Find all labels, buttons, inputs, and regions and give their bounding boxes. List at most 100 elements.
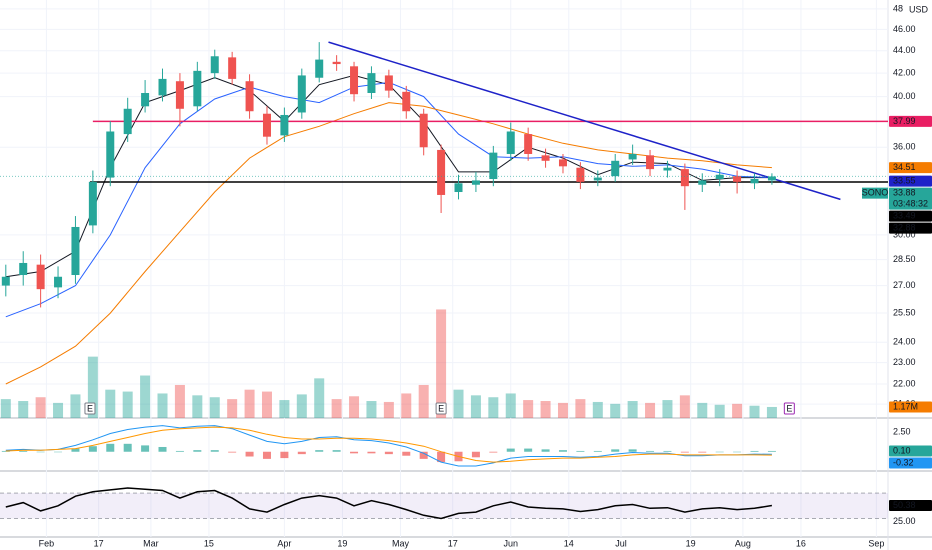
- volume-bar: [453, 389, 464, 418]
- y-tick-label: 25.50: [893, 307, 916, 317]
- volume-label: 1.17M: [893, 401, 918, 411]
- volume-bar: [0, 399, 11, 418]
- volume-bar: [523, 400, 534, 418]
- last-price-label: 33.88: [893, 188, 916, 198]
- x-tick-label: Sep: [868, 538, 884, 548]
- rsi-label: 50.38: [893, 500, 916, 510]
- histogram-bar: [158, 446, 167, 452]
- x-tick-label: Feb: [39, 538, 55, 548]
- histogram-bar: [524, 448, 533, 452]
- candle-body: [193, 70, 202, 107]
- histogram-bar: [419, 451, 428, 459]
- volume-bar: [349, 396, 360, 418]
- volume-bar: [679, 395, 690, 418]
- volume-bar: [436, 309, 447, 418]
- histogram-bar: [210, 450, 219, 452]
- x-tick-label: Jul: [615, 538, 627, 548]
- y-tick-label: 28.50: [893, 254, 916, 264]
- y-tick-label: 25.00: [893, 516, 916, 526]
- histogram-bar: [733, 451, 742, 453]
- candle-body: [19, 262, 28, 276]
- histogram-bar: [541, 449, 550, 452]
- candle-body: [175, 81, 184, 109]
- histogram-bar: [332, 450, 341, 452]
- volume-bar: [122, 391, 133, 418]
- candle-body: [593, 177, 602, 181]
- volume-bar: [53, 402, 64, 418]
- histogram-bar: [646, 450, 655, 452]
- candle-body: [384, 75, 393, 91]
- x-tick-label: 19: [686, 538, 696, 548]
- histogram-bar: [506, 448, 515, 452]
- axis-label-box: [889, 162, 932, 174]
- histogram-bar: [628, 449, 637, 452]
- rsi-line: [5, 487, 773, 520]
- histogram-bar: [402, 451, 411, 456]
- histogram-bar: [558, 450, 567, 452]
- axis-label-box: [889, 457, 932, 469]
- histogram-bar: [1, 450, 10, 452]
- volume-bar: [296, 394, 307, 418]
- volume-bar: [714, 404, 725, 418]
- candle-body: [315, 59, 324, 78]
- histogram-bar: [54, 451, 63, 453]
- histogram-bar: [175, 450, 184, 452]
- x-tick-label: 16: [796, 538, 806, 548]
- macd-line: [5, 426, 772, 463]
- price-label: 32.88: [893, 223, 916, 233]
- volume-bar: [18, 401, 29, 418]
- candle-body: [437, 149, 446, 195]
- volume-bar: [418, 384, 429, 418]
- volume-bar: [244, 389, 255, 418]
- histogram-bar: [437, 451, 446, 463]
- axis-label-box: [889, 401, 932, 413]
- axis-label-box: [889, 115, 932, 127]
- volume-bar: [366, 401, 377, 418]
- candle-body: [750, 178, 759, 184]
- volume-bar: [610, 403, 621, 418]
- candle-body: [611, 160, 620, 177]
- volume-bar: [227, 399, 238, 418]
- candle-body: [524, 134, 533, 154]
- histogram-bar: [123, 443, 132, 452]
- candle-body: [280, 114, 289, 136]
- volume-bar: [557, 402, 568, 418]
- volume-bar: [488, 397, 499, 418]
- histogram-bar: [663, 450, 672, 452]
- x-tick-label: 15: [204, 538, 214, 548]
- histogram-bar: [228, 451, 237, 453]
- axis-label-box: [889, 500, 932, 512]
- earnings-label: E: [438, 403, 444, 413]
- volume-bar: [470, 395, 481, 418]
- volume-bar: [157, 393, 168, 418]
- x-tick-label: Apr: [277, 538, 291, 548]
- histogram-bar: [489, 451, 498, 453]
- price-label: 33.55: [893, 176, 916, 186]
- axis-label-box: [889, 187, 932, 210]
- candle-body: [350, 66, 359, 95]
- volume-bar: [279, 400, 290, 418]
- candle-body: [367, 73, 376, 94]
- volume-bar: [331, 399, 342, 418]
- candle-body: [210, 56, 219, 74]
- x-tick-label: 14: [564, 538, 574, 548]
- candle-body: [106, 131, 115, 178]
- y-tick-label: 2.50: [893, 426, 911, 436]
- volume-bar: [697, 402, 708, 418]
- histogram-bar: [36, 451, 45, 453]
- volume-bar: [87, 356, 98, 418]
- candle-body: [576, 167, 585, 182]
- moving-average: [5, 102, 772, 385]
- candle-body: [663, 167, 672, 171]
- histogram-bar: [19, 450, 28, 452]
- candle-body: [419, 113, 428, 148]
- histogram-bar: [593, 450, 602, 452]
- histogram-bar: [576, 450, 585, 452]
- axis-label-box: [889, 445, 932, 457]
- candle-body: [558, 159, 567, 167]
- axis-label-box: [889, 175, 932, 187]
- histogram-bar: [262, 451, 271, 459]
- earnings-marker: [84, 402, 96, 415]
